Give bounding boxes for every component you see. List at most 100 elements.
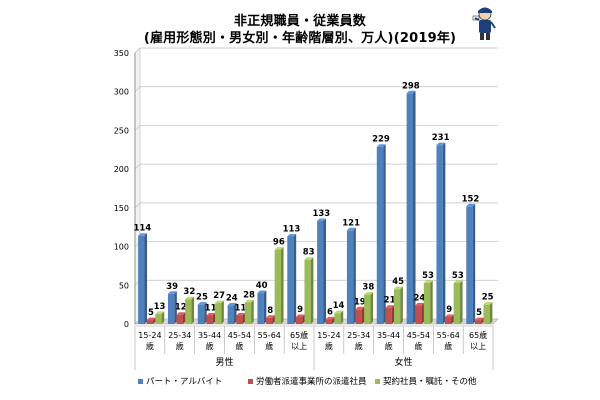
bar-top [355,306,365,310]
data-label: 40 [256,281,268,291]
x-tick-label: 15-24 [138,331,161,340]
bar [445,314,454,324]
bar-side [242,312,246,324]
bar-side [340,310,344,324]
bar-front [346,230,354,324]
bar-side [430,280,433,324]
y-tick-label: 150 [114,204,129,213]
data-label: 113 [283,225,301,235]
data-label: 24 [413,293,425,303]
bar [146,317,156,324]
data-label: 5 [148,308,154,318]
bar-side [451,314,454,324]
x-tick-label: 65歳 [469,330,487,340]
bar-front [415,305,422,324]
bar-top [206,312,216,316]
bar-side [234,302,237,324]
x-tick-label: 以上 [291,342,307,351]
bar [295,314,305,324]
bar [167,291,177,324]
data-label: 14 [333,301,345,311]
legend-label: パート・アルバイト [146,377,223,387]
bar [376,144,386,324]
bar [423,280,433,324]
bar-front [155,313,162,324]
bar-front [453,282,461,324]
legend-swatch [375,378,380,384]
legend-label: 労働者派遣事業所の派遣社員 [256,377,367,387]
bar-side [310,257,314,324]
bar [138,233,148,324]
gridline-depth [134,125,141,131]
bar-front [244,302,252,324]
data-label: 8 [267,306,273,316]
bar-front [483,304,490,324]
x-tick-label: 歳 [206,341,214,351]
bar-side [182,312,186,324]
group-label: 女性 [394,356,412,368]
data-label: 12 [175,303,187,313]
data-label: 5 [476,308,482,318]
legend-item: 労働者派遣事業所の派遣社員 [248,375,367,387]
bar-top [466,203,476,207]
bar-front [257,293,264,324]
gridline-depth [134,47,141,54]
y-tick-label: 300 [114,88,129,97]
bar-side [281,247,284,324]
bar-side [400,286,403,324]
data-label: 39 [166,282,178,292]
bar-front [227,305,235,324]
x-tick-label: 25-34 [347,331,370,340]
data-label: 11 [234,303,246,313]
bar-front [406,93,414,325]
bar [185,296,195,324]
bar-top [436,142,446,146]
bar-front [445,317,452,324]
bar-top [445,314,454,318]
bar-side [221,300,224,324]
x-tick-label: 35-44 [377,331,400,340]
bar-front [436,145,443,324]
data-label: 114 [133,224,151,234]
data-label: 45 [392,277,404,287]
x-tick-label: 歳 [414,341,422,351]
data-label: 9 [297,305,303,315]
bar [197,302,207,324]
chart-subtitle: (雇用形態別・男女別・年齢階層別、万人)(2019年) [143,31,457,46]
bar-top [393,286,403,290]
bar-top [266,315,275,318]
bar-side [251,299,254,324]
data-label: 28 [243,290,255,300]
bar-front [146,320,154,324]
bar [287,234,297,324]
bar-front [376,146,384,324]
legend-swatch [248,378,253,384]
x-tick-label: 25-34 [168,331,191,340]
bar-side [272,315,275,324]
bar-top [185,296,195,300]
bar [227,302,237,324]
data-label: 19 [354,297,366,307]
bar [436,142,446,324]
bar-side [489,302,493,324]
bar-front [295,317,303,324]
data-label: 32 [183,287,195,297]
bar-front [364,294,371,324]
bar-front [214,303,222,324]
bar-side [212,312,216,324]
group-label: 男性 [215,356,233,368]
bar [474,317,484,324]
bar-front [423,282,431,324]
bar-front [206,315,213,324]
bar-top [274,247,284,250]
bar [364,292,374,324]
bar-top [364,292,374,295]
data-label: 83 [303,248,315,258]
bar-front [355,309,362,324]
bar-side [323,218,327,324]
bar-side [481,317,484,324]
bar-side [302,314,305,324]
data-label: 11 [205,303,217,313]
bar-top [227,302,237,306]
